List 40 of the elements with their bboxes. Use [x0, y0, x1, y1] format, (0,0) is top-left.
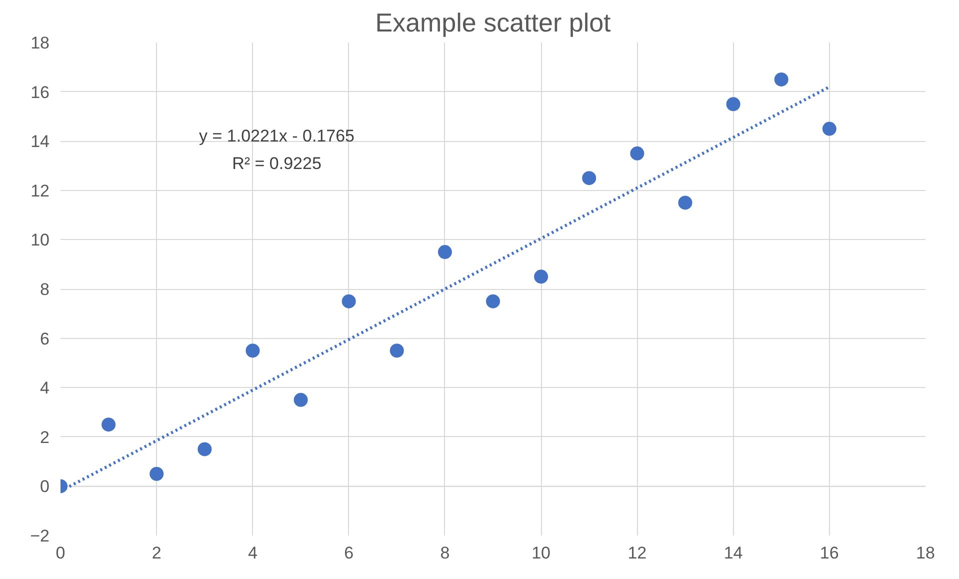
y-tick-label: 14 — [30, 132, 50, 152]
annotation: R² = 0.9225 — [232, 154, 322, 173]
y-tick-label: 12 — [30, 181, 50, 200]
x-tick-label: 10 — [532, 544, 551, 562]
y-tick-label: 4 — [40, 378, 50, 398]
y-tick-label: 0 — [40, 477, 50, 496]
y-tick-label: −2 — [30, 526, 50, 546]
x-tick-label: 18 — [916, 544, 935, 562]
x-tick-label: 16 — [820, 544, 839, 562]
chart-title: Example scatter plot — [375, 8, 612, 38]
x-tick-label: 4 — [248, 544, 258, 562]
point — [390, 344, 404, 358]
point — [726, 97, 740, 112]
point — [246, 344, 260, 358]
point — [342, 294, 356, 308]
point — [150, 466, 164, 481]
point — [822, 122, 836, 136]
point — [582, 171, 596, 186]
point — [102, 418, 116, 432]
x-tick-label: 2 — [152, 544, 162, 562]
annotation: y = 1.0221x - 0.1765 — [199, 126, 354, 146]
y-tick-label: 18 — [30, 34, 50, 52]
point — [774, 72, 788, 86]
point — [630, 146, 644, 160]
y-tick-label: 10 — [30, 230, 50, 250]
point — [198, 442, 212, 456]
point — [294, 392, 308, 407]
point — [534, 270, 548, 284]
y-tick-label: 6 — [40, 329, 50, 348]
x-tick-label: 12 — [628, 544, 647, 562]
x-tick-label: 8 — [440, 544, 450, 562]
y-tick-label: 8 — [40, 280, 50, 299]
x-tick-label: 14 — [724, 544, 743, 562]
point — [486, 294, 500, 308]
point — [438, 245, 452, 260]
y-tick-label: 2 — [40, 428, 50, 447]
x-tick-label: 6 — [344, 544, 354, 562]
y-tick-label: 16 — [30, 82, 50, 102]
x-tick-label: 0 — [56, 544, 66, 562]
point — [678, 196, 692, 210]
